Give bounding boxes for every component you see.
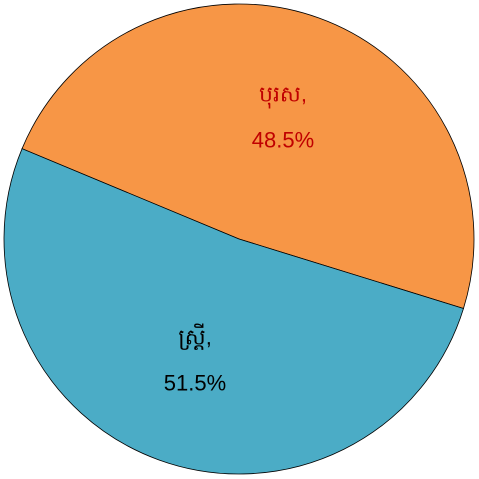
slice-label: ស្ត្រី, xyxy=(178,323,212,350)
pie-slice xyxy=(21,3,475,309)
slice-value-label: 48.5% xyxy=(252,127,314,152)
slice-value-label: 51.5% xyxy=(164,370,226,395)
pie-slice xyxy=(3,148,464,475)
slice-label: បុរស, xyxy=(259,81,307,108)
